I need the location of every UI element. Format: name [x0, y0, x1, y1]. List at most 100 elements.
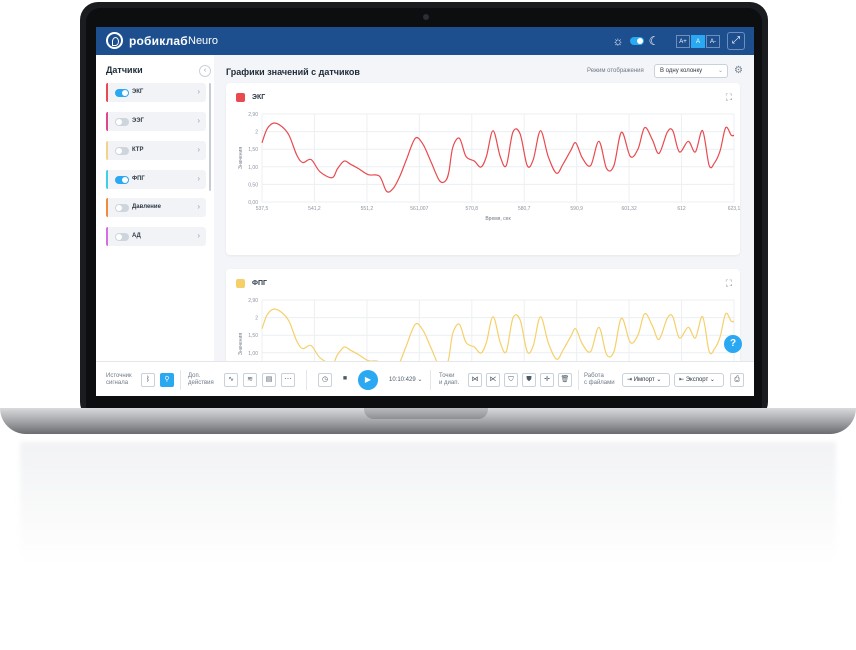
- chevron-right-icon: ›: [197, 145, 200, 154]
- spectrum-icon[interactable]: ≋: [243, 373, 257, 387]
- theme-toggle[interactable]: [630, 37, 644, 45]
- points-range-label-line1: Точки: [439, 373, 455, 379]
- sensor-toggle[interactable]: [115, 118, 129, 126]
- signal-source-label-line1: Источник: [106, 373, 132, 379]
- import-dropdown[interactable]: ⇥ Импорт ⌄: [622, 373, 670, 387]
- range-out-icon[interactable]: ⋉: [486, 373, 500, 387]
- collapse-sidebar-icon[interactable]: ‹: [199, 65, 211, 77]
- chevron-right-icon: ›: [197, 87, 200, 96]
- usb-icon[interactable]: ⚲: [160, 373, 174, 387]
- stop-icon[interactable]: ■: [338, 373, 352, 387]
- sensor-item-ecg[interactable]: ЭКГ ›: [106, 83, 206, 102]
- sensor-label: ФПГ: [132, 176, 145, 182]
- sensor-item-pressure[interactable]: Давление ›: [106, 198, 206, 217]
- bluetooth-icon[interactable]: ᛒ: [141, 373, 155, 387]
- font-increase-button[interactable]: A+: [676, 35, 690, 48]
- print-icon[interactable]: ⎙: [730, 373, 744, 387]
- expand-chart-icon[interactable]: ⛶: [725, 92, 732, 102]
- chevron-right-icon: ›: [197, 174, 200, 183]
- export-dropdown[interactable]: ⇤ Экспорт ⌄: [674, 373, 724, 387]
- help-button[interactable]: ?: [724, 335, 742, 353]
- signal-source-label: Источник сигнала: [106, 373, 132, 387]
- signal-icon[interactable]: ∿: [224, 373, 238, 387]
- sensor-toggle[interactable]: [115, 233, 129, 241]
- x-tick-label: 580,7: [518, 206, 531, 212]
- display-mode-label: Режим отображения: [587, 68, 644, 74]
- sidebar-scrollbar[interactable]: [209, 83, 211, 191]
- signal-source-label-line2: сигнала: [106, 380, 129, 386]
- divider: [578, 370, 579, 390]
- x-tick-label: 590,9: [570, 206, 583, 212]
- x-tick-label: 551,2: [361, 206, 374, 212]
- font-decrease-button[interactable]: A-: [706, 35, 720, 48]
- sensor-toggle[interactable]: [115, 89, 129, 97]
- marker-down-icon[interactable]: ⛊: [522, 373, 536, 387]
- divider: [306, 370, 307, 390]
- webcam: [423, 14, 429, 20]
- y-tick-label: 1,50: [248, 333, 258, 339]
- sensor-label: Давление: [132, 204, 161, 210]
- series-swatch: [236, 93, 245, 102]
- sensor-item-ktr[interactable]: КТР ›: [106, 141, 206, 160]
- files-label: Работа с файлами: [584, 373, 615, 387]
- recording-time[interactable]: 10:10:429 ⌄: [389, 377, 423, 383]
- sensor-label: ЭКГ: [132, 89, 144, 95]
- series-line: [261, 122, 735, 193]
- extra-actions-label: Доп. действия: [188, 373, 214, 387]
- bottom-toolbar: Источник сигнала ᛒ ⚲ Доп. действия ∿ ≋ ▤…: [96, 361, 754, 396]
- sensor-toggle[interactable]: [115, 147, 129, 155]
- y-axis-label: Значения: [238, 147, 244, 169]
- x-tick-label: 537,5: [256, 206, 269, 212]
- document-icon[interactable]: ▤: [262, 373, 276, 387]
- top-bar: робиклаб Neuro ☼ ☾ A+ A A- ⤢: [96, 27, 754, 55]
- x-axis-label: Время, сек: [485, 216, 511, 222]
- charts-area: Графики значений с датчиков Режим отобра…: [214, 55, 754, 369]
- play-button[interactable]: ▶: [358, 370, 378, 390]
- laptop-notch: [364, 408, 488, 419]
- x-tick-label: 612: [677, 206, 686, 212]
- sun-icon[interactable]: ☼: [612, 34, 624, 48]
- y-tick-label: 2,90: [248, 298, 258, 304]
- y-tick-label: 0,00: [248, 200, 258, 206]
- laptop-reflection: [20, 442, 836, 562]
- y-axis-label: Значения: [238, 333, 244, 355]
- expand-chart-icon[interactable]: ⛶: [725, 278, 732, 288]
- sensor-color-bar: [106, 170, 108, 189]
- marker-icon[interactable]: ⛉: [504, 373, 518, 387]
- fullscreen-icon[interactable]: ⤢: [727, 32, 745, 50]
- points-range-label: Точки и диап.: [439, 373, 459, 387]
- sensor-color-bar: [106, 141, 108, 160]
- app-screen: робиклаб Neuro ☼ ☾ A+ A A- ⤢ Датчики ‹ Э…: [96, 27, 754, 396]
- x-tick-label: 541,2: [308, 206, 321, 212]
- product-name: Neuro: [188, 35, 218, 47]
- logo-icon: [106, 32, 123, 49]
- font-normal-button[interactable]: A: [691, 35, 705, 48]
- sensor-item-ppg[interactable]: ФПГ ›: [106, 170, 206, 189]
- sensor-toggle[interactable]: [115, 204, 129, 212]
- trash-icon[interactable]: 🗑: [558, 373, 572, 387]
- divider: [180, 370, 181, 390]
- sensors-sidebar: Датчики ‹ ЭКГ › ЭЭГ › КТР › ФПГ ›: [96, 55, 214, 361]
- x-tick-label: 570,8: [466, 206, 479, 212]
- page-title: Графики значений с датчиков: [226, 67, 360, 77]
- x-tick-label: 623,1: [728, 206, 740, 212]
- display-mode-select[interactable]: В одну колонку ⌄: [654, 64, 728, 78]
- more-icon[interactable]: ⋯: [281, 373, 295, 387]
- sensor-color-bar: [106, 198, 108, 217]
- y-tick-label: 2: [255, 316, 258, 322]
- sensor-toggle[interactable]: [115, 176, 129, 184]
- time-value: 10:10:429: [389, 377, 416, 383]
- moon-icon[interactable]: ☾: [648, 34, 660, 48]
- gear-icon[interactable]: ⚙: [734, 65, 743, 76]
- timer-icon[interactable]: ◷: [318, 373, 332, 387]
- sensor-item-bp[interactable]: АД ›: [106, 227, 206, 246]
- sensor-color-bar: [106, 83, 108, 102]
- chart-title: ЭКГ: [252, 94, 266, 101]
- sensor-color-bar: [106, 112, 108, 131]
- crosshair-icon[interactable]: ✛: [540, 373, 554, 387]
- range-in-icon[interactable]: ⋈: [468, 373, 482, 387]
- chevron-right-icon: ›: [197, 116, 200, 125]
- sensor-item-eeg[interactable]: ЭЭГ ›: [106, 112, 206, 131]
- sensor-label: ЭЭГ: [132, 118, 144, 124]
